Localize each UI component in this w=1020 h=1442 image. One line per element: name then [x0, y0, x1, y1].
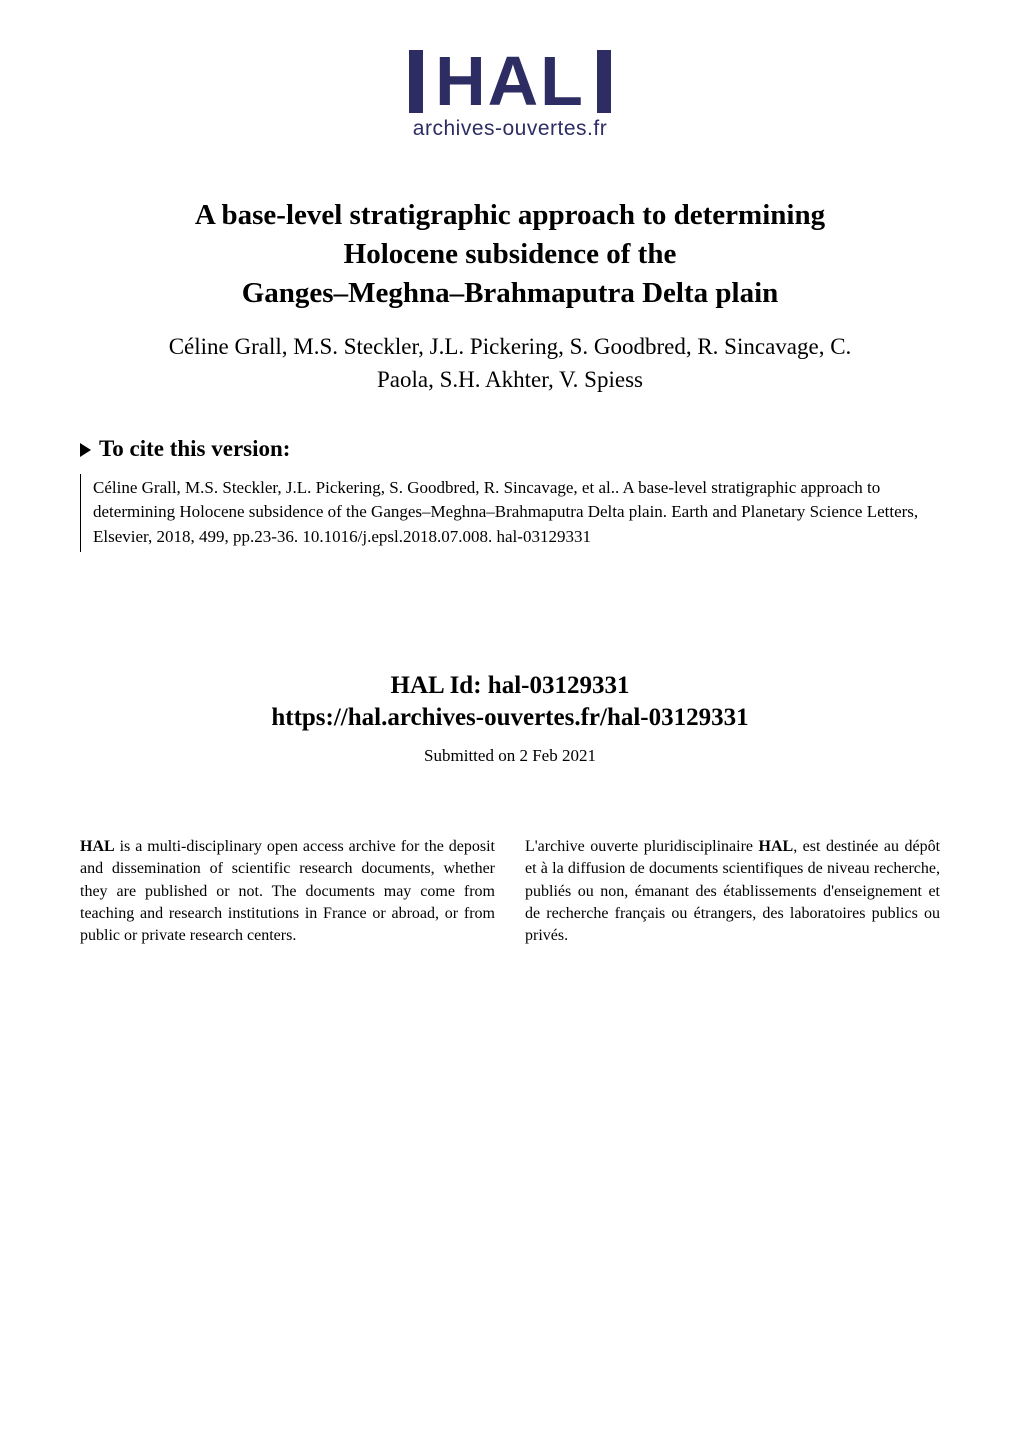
footer-left-bold: HAL: [80, 838, 115, 855]
hal-id-block: HAL Id: hal-03129331 https://hal.archive…: [80, 672, 940, 766]
footer-col-right: L'archive ouverte pluridisciplinaire HAL…: [525, 836, 940, 948]
title-line-1: A base-level stratigraphic approach to d…: [195, 199, 825, 231]
title-line-3: Ganges–Meghna–Brahmaputra Delta plain: [242, 277, 779, 309]
footer-left-text: is a multi-disciplinary open access arch…: [80, 838, 495, 945]
footer-columns: HAL is a multi-disciplinary open access …: [80, 836, 940, 948]
hal-logo: HAL archives-ouvertes.fr: [409, 50, 611, 141]
title-line-2: Holocene subsidence of the: [344, 238, 677, 270]
footer-col-left: HAL is a multi-disciplinary open access …: [80, 836, 495, 948]
authors-line-1: Céline Grall, M.S. Steckler, J.L. Picker…: [169, 334, 852, 359]
triangle-icon: [80, 443, 91, 457]
hal-logo-text: HAL: [409, 50, 611, 113]
footer-right-pre: L'archive ouverte pluridisciplinaire: [525, 838, 759, 855]
cite-heading-text: To cite this version:: [99, 436, 290, 461]
submitted-date: Submitted on 2 Feb 2021: [80, 746, 940, 766]
hal-id-url: https://hal.archives-ouvertes.fr/hal-031…: [80, 704, 940, 732]
page: HAL archives-ouvertes.fr A base-level st…: [0, 0, 1020, 1442]
citation-box: Céline Grall, M.S. Steckler, J.L. Picker…: [80, 474, 940, 552]
footer-right-bold: HAL: [759, 838, 794, 855]
citation-text: Céline Grall, M.S. Steckler, J.L. Picker…: [93, 478, 918, 546]
cite-heading: To cite this version:: [80, 436, 940, 462]
hal-logo-subtext: archives-ouvertes.fr: [409, 117, 611, 141]
authors-line-2: Paola, S.H. Akhter, V. Spiess: [377, 367, 643, 392]
paper-title: A base-level stratigraphic approach to d…: [100, 196, 920, 313]
hal-id-label: HAL Id: hal-03129331: [80, 672, 940, 700]
hal-logo-block: HAL archives-ouvertes.fr: [80, 50, 940, 141]
authors: Céline Grall, M.S. Steckler, J.L. Picker…: [110, 331, 910, 395]
